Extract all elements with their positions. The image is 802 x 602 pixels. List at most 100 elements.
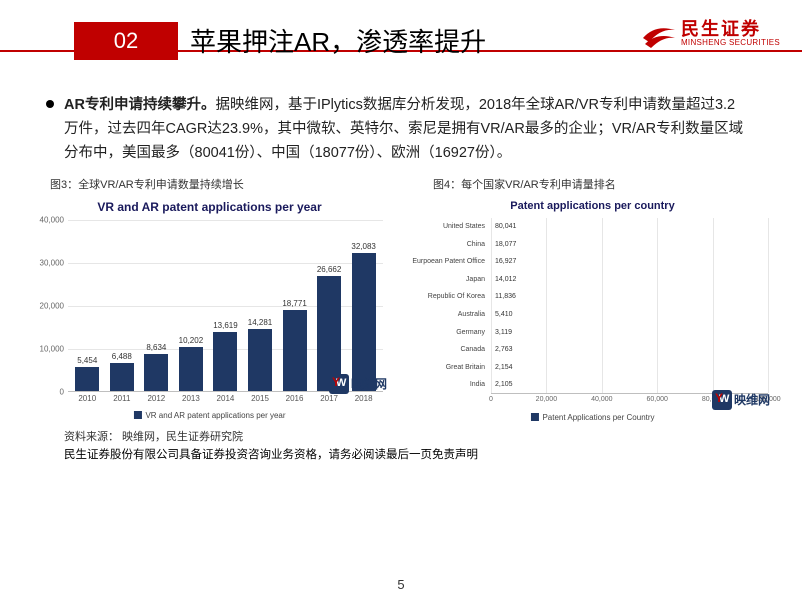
bar: [144, 354, 168, 391]
hbar-label: Germany: [456, 329, 485, 336]
ytick-label: 0: [60, 387, 64, 396]
gridline: [768, 218, 769, 393]
gridline: [602, 218, 603, 393]
chart3-plot: 010,00020,00030,00040,0005,45420106,4882…: [68, 220, 383, 392]
bar-group: 5,4542010: [75, 356, 99, 390]
hbar-value-label: 2,763: [495, 346, 513, 353]
hbar-label: Canada: [460, 346, 485, 353]
yingwei-watermark: Y 映维网: [712, 390, 770, 410]
bar-x-label: 2013: [182, 394, 200, 403]
bar-x-label: 2017: [320, 394, 338, 403]
bar-value-label: 18,771: [282, 299, 306, 308]
bar-x-label: 2010: [78, 394, 96, 403]
body-paragraph: AR专利申请持续攀升。据映维网，基于IPlytics数据库分析发现，2018年全…: [64, 94, 746, 166]
yingwei-text: 映维网: [734, 391, 770, 408]
yingwei-mark-icon: Y: [329, 374, 349, 394]
chart4-legend-label: Patent Applications per Country: [542, 413, 654, 422]
page-number: 5: [397, 577, 404, 592]
bar-x-label: 2016: [286, 394, 304, 403]
bar-x-label: 2018: [355, 394, 373, 403]
bar-x-label: 2011: [113, 394, 130, 403]
logo-swoosh-icon: [641, 16, 677, 52]
bar-x-label: 2012: [147, 394, 165, 403]
xtick-label: 0: [489, 396, 493, 403]
chart3-legend-label: VR and AR patent applications per year: [145, 411, 285, 420]
gridline: [546, 218, 547, 393]
section-title: 苹果押注AR，渗透率提升: [190, 22, 486, 59]
bar: [179, 347, 203, 391]
bar: [110, 363, 134, 391]
hbar-value-label: 5,410: [495, 311, 513, 318]
charts-row: 图3：全球VR/AR专利申请数量持续增长 VR and AR patent ap…: [22, 176, 780, 426]
bar: [283, 310, 307, 391]
bar-group: 32,0832018: [352, 242, 376, 391]
hbar-row: Germany3,119: [491, 327, 512, 338]
hbar-label: Great Britain: [446, 364, 485, 371]
chart3-caption: 图3：全球VR/AR专利申请数量持续增长: [50, 176, 397, 192]
hbar-label: Japan: [466, 276, 485, 283]
bar-group: 13,6192014: [213, 321, 237, 391]
hbar-label: India: [470, 381, 485, 388]
gridline: [657, 218, 658, 393]
hbar-row: Great Britain2,154: [491, 362, 513, 373]
hbar-value-label: 2,105: [495, 381, 513, 388]
yingwei-mark-icon: Y: [712, 390, 732, 410]
bars: 5,45420106,48820118,634201210,202201313,…: [68, 220, 383, 391]
bar-group: 14,2812015: [248, 318, 272, 390]
bar-value-label: 8,634: [146, 343, 166, 352]
bar: [75, 367, 99, 390]
gridline: [713, 218, 714, 393]
bar-value-label: 13,619: [213, 321, 237, 330]
disclaimer-line: 民生证券股份有限公司具备证券投资咨询业务资格，请务必阅读最后一页免责声明: [64, 446, 802, 462]
bar-value-label: 32,083: [351, 242, 375, 251]
bar-group: 26,6622017: [317, 265, 341, 391]
ytick-label: 40,000: [40, 215, 64, 224]
legend-square-icon: [133, 411, 141, 419]
hbar-row: Eurpoean Patent Office16,927: [491, 256, 516, 267]
bar-group: 6,4882011: [110, 352, 134, 391]
yingwei-text: 映维网: [351, 375, 387, 392]
hbar-row: Japan14,012: [491, 274, 516, 285]
hbar-row: Republic Of Korea11,836: [491, 291, 516, 302]
company-logo: 民生证券 MINSHENG SECURITIES: [641, 16, 780, 52]
bar: [248, 329, 272, 390]
hbar-value-label: 16,927: [495, 258, 516, 265]
body-bold: AR专利申请持续攀升。: [64, 97, 215, 113]
hbar-label: Australia: [458, 311, 485, 318]
bar-group: 8,6342012: [144, 343, 168, 391]
header: 02 苹果押注AR，渗透率提升 民生证券 MINSHENG SECURITIES: [0, 0, 802, 70]
chart3: VR and AR patent applications per year 0…: [22, 196, 397, 426]
ytick-label: 30,000: [40, 258, 64, 267]
bar-value-label: 6,488: [112, 352, 132, 361]
xtick-label: 20,000: [536, 396, 557, 403]
ytick-label: 10,000: [40, 344, 64, 353]
logo-text-en: MINSHENG SECURITIES: [681, 38, 780, 48]
yingwei-watermark: Y 映维网: [329, 374, 387, 394]
hbar-label: Republic Of Korea: [428, 293, 485, 300]
logo-text-cn: 民生证券: [681, 20, 780, 38]
hbar-label: China: [467, 241, 485, 248]
hbar-value-label: 80,041: [495, 223, 516, 230]
chart4-block: 图4：每个国家VR/AR专利申请量排名 Patent applications …: [405, 176, 780, 426]
hbar-value-label: 18,077: [495, 241, 516, 248]
bar: [352, 253, 376, 391]
chart4-plot: 020,00040,00060,00080,000100,000United S…: [491, 218, 768, 394]
bar-x-label: 2015: [251, 394, 269, 403]
hbar-row: Canada2,763: [491, 344, 513, 355]
hbar-row: China18,077: [491, 239, 516, 250]
hbar-row: India2,105: [491, 379, 513, 390]
chart4-legend: Patent Applications per Country: [530, 413, 654, 422]
chart3-legend: VR and AR patent applications per year: [133, 411, 285, 420]
bar-value-label: 26,662: [317, 265, 341, 274]
hbar-row: Australia5,410: [491, 309, 513, 320]
chart3-title: VR and AR patent applications per year: [30, 200, 389, 214]
hbar-value-label: 11,836: [495, 293, 516, 300]
hbar-value-label: 2,154: [495, 364, 513, 371]
bar-value-label: 5,454: [77, 356, 97, 365]
legend-square-icon: [530, 413, 538, 421]
chart4-title: Patent applications per country: [411, 200, 774, 212]
hbar-label: Eurpoean Patent Office: [412, 258, 485, 265]
hbar-row: United States80,041: [491, 221, 516, 232]
bar-group: 18,7712016: [283, 299, 307, 391]
chart4: Patent applications per country 020,0004…: [405, 196, 780, 426]
